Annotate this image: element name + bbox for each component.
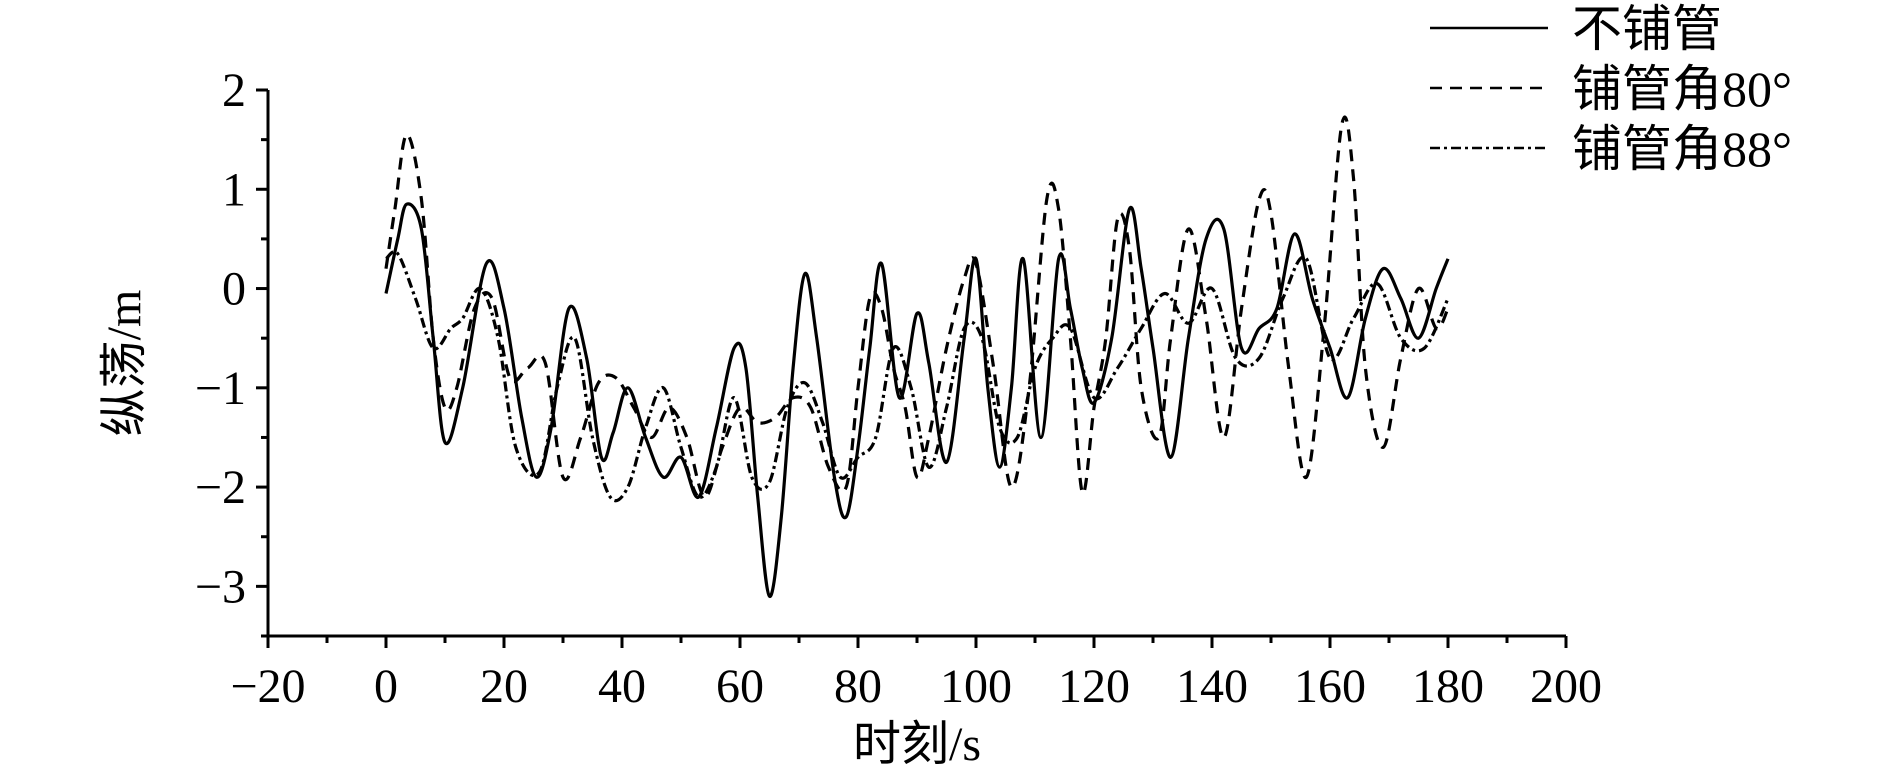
- x-tick-label: 180: [1412, 660, 1484, 713]
- axes: −20 0 20 40 60 80 100 120 140 160 180 200 −3 −2 −1 0 1 2: [195, 64, 1602, 713]
- series-line-1: [384, 115, 1450, 499]
- y-tick-label: 0: [222, 263, 246, 316]
- x-tick-label: 200: [1530, 660, 1602, 713]
- y-tick-label: 1: [222, 163, 246, 216]
- series-line-2: [384, 250, 1450, 503]
- x-tick-label: 140: [1176, 660, 1248, 713]
- x-tick-label: 100: [940, 660, 1012, 713]
- legend-label-1: 铺管角80°: [1572, 61, 1792, 117]
- y-tick-label: −2: [195, 461, 246, 514]
- y-tick-label: 2: [222, 64, 246, 117]
- legend-label-0: 不铺管: [1572, 1, 1722, 57]
- x-tick-label: 20: [480, 660, 528, 713]
- x-axis-label: 时刻/s: [853, 718, 981, 771]
- x-tick-label: 120: [1058, 660, 1130, 713]
- y-ticks: −3 −2 −1 0 1 2: [195, 64, 268, 638]
- x-tick-label: 80: [834, 660, 882, 713]
- x-tick-label: −20: [230, 660, 305, 713]
- series-line-0: [384, 202, 1450, 598]
- y-axis-label: 纵荡/m: [98, 290, 151, 437]
- legend-label-2: 铺管角88°: [1572, 121, 1792, 177]
- y-tick-label: −3: [195, 560, 246, 613]
- x-tick-label: 160: [1294, 660, 1366, 713]
- x-ticks: −20 0 20 40 60 80 100 120 140 160 180 200: [230, 636, 1602, 713]
- x-tick-label: 60: [716, 660, 764, 713]
- plot-area: [384, 115, 1450, 598]
- y-tick-label: −1: [195, 362, 246, 415]
- x-tick-label: 0: [374, 660, 398, 713]
- x-tick-label: 40: [598, 660, 646, 713]
